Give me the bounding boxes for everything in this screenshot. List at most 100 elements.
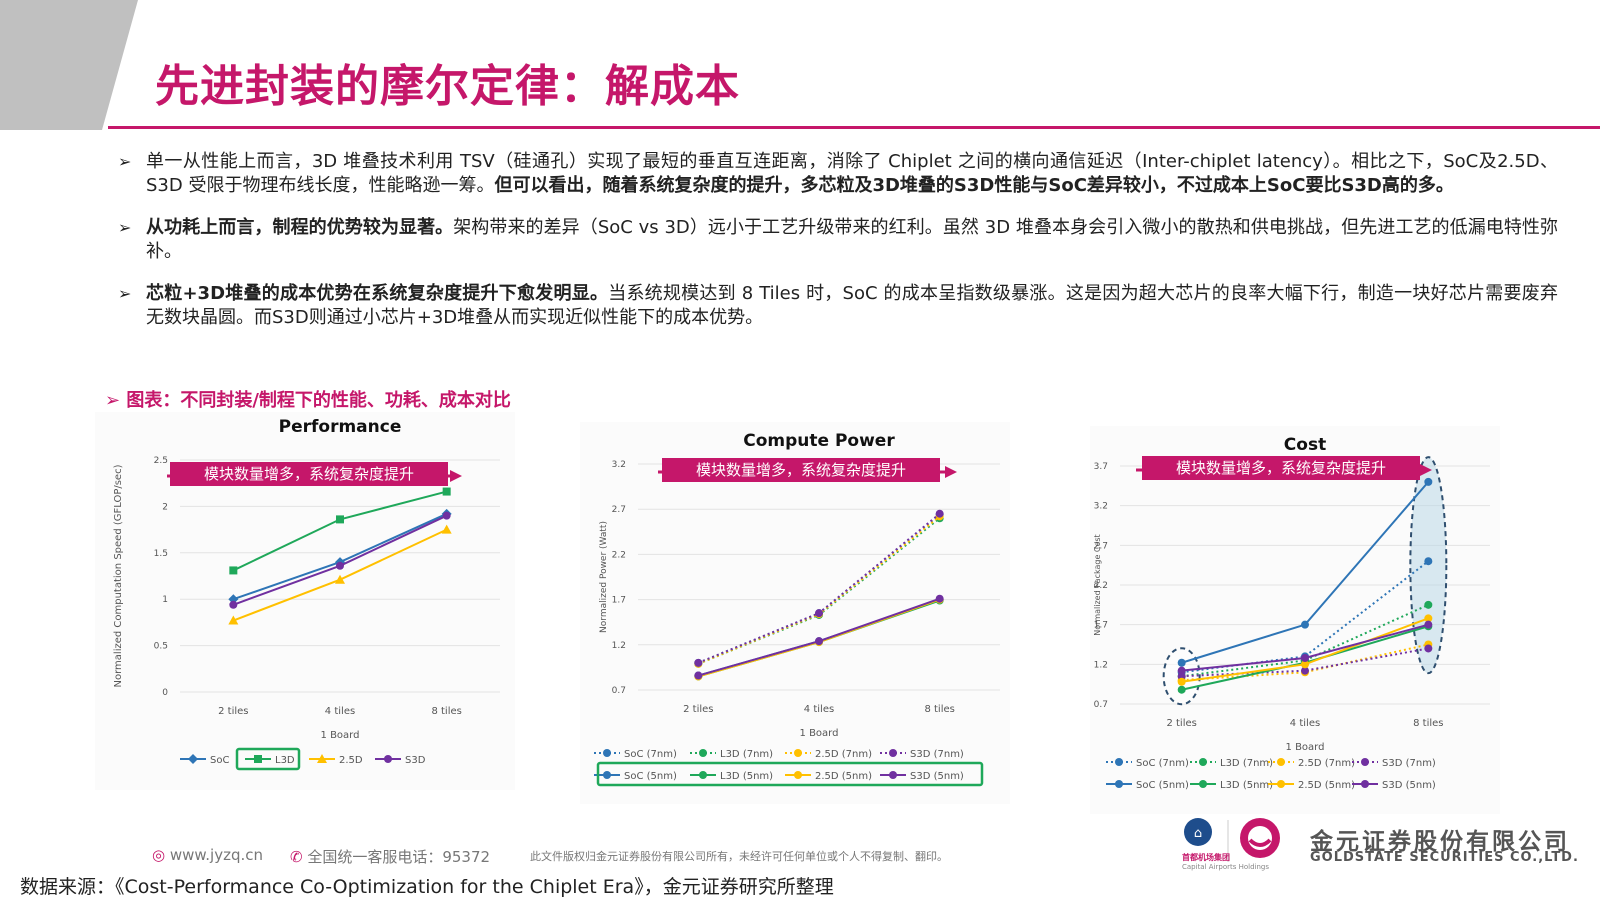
legend-label: S3D <box>405 755 426 766</box>
annotation-label: 模块数量增多，系统复杂度提升 <box>1176 459 1386 477</box>
y-tick-label: 1 <box>162 595 168 605</box>
legend-label: L3D (7nm) <box>1220 758 1273 769</box>
y-tick-label: 2.7 <box>612 505 626 515</box>
annotation-arrow-head-icon <box>450 470 462 482</box>
company-name-cn: 金元证券股份有限公司 <box>1310 829 1570 855</box>
data-point <box>694 658 703 667</box>
bullet-item: ➢ 单一从性能上而言，3D 堆叠技术利用 TSV（硅通孔）实现了最短的垂直互连距… <box>118 150 1558 198</box>
company-name-en: GOLDSTATE SECURITIES CO.,LTD. <box>1310 850 1579 865</box>
legend-marker <box>317 754 327 763</box>
data-point <box>336 515 344 524</box>
legend-marker <box>1115 758 1123 766</box>
annotation-arrow-head-icon <box>945 466 957 478</box>
bullet-bold-text: 芯粒+3D堆叠的成本优势在系统复杂度提升下愈发明显。 <box>146 283 609 304</box>
series-line <box>233 512 448 601</box>
figure-caption-text: 图表：不同封装/制程下的性能、功耗、成本对比 <box>126 390 511 411</box>
chart2-svg: Cost 0.7 1.2 1.7 2.2 2.7 3.2 3.7 2 tiles 4 tiles 8… <box>1093 435 1490 791</box>
legend-marker <box>1199 780 1207 788</box>
legend-label: SoC (5nm) <box>1136 780 1189 791</box>
globe-icon: ◎ <box>152 846 170 864</box>
chart-title: Cost <box>1284 435 1326 455</box>
footer-site[interactable]: ◎ www.jyzq.cn <box>152 846 263 864</box>
legend-marker <box>188 754 198 764</box>
caption-arrow-icon: ➢ <box>105 390 127 411</box>
compute-power-chart: Compute Power 0.7 1.2 1.7 2.2 2.7 3.2 2 tiles 4 … <box>580 422 1010 804</box>
bullet-item: ➢ 从功耗上而言，制程的优势较为显著。架构带来的差异（SoC vs 3D）远小于… <box>118 216 1558 264</box>
x-tick-label: 4 tiles <box>1290 718 1320 729</box>
data-point <box>1424 614 1433 623</box>
legend-label: SoC (5nm) <box>624 771 677 782</box>
data-point <box>442 511 451 520</box>
y-tick-label: 1.7 <box>612 596 626 606</box>
legend-highlight-box <box>235 747 301 771</box>
data-point <box>1177 677 1186 686</box>
data-point <box>442 487 451 496</box>
airport-group-en: Capital Airports Holdings <box>1182 863 1270 871</box>
footer-copyright: 此文件版权归金元证券股份有限公司所有，未经许可任何单位或个人不得复制、翻印。 <box>530 850 948 863</box>
data-point <box>935 509 944 518</box>
legend-label: 2.5D <box>339 755 363 766</box>
legend-label: S3D (7nm) <box>1382 758 1436 769</box>
data-point <box>229 566 238 575</box>
legend-label: L3D (7nm) <box>720 749 773 760</box>
bullet-list: ➢ 单一从性能上而言，3D 堆叠技术利用 TSV（硅通孔）实现了最短的垂直互连距… <box>118 150 1558 348</box>
data-point <box>815 637 823 646</box>
y-tick-label: 1.7 <box>1094 621 1108 631</box>
y-tick-label: 3.7 <box>1094 462 1108 472</box>
legend-marker <box>384 755 392 763</box>
bullet-plain-text: 当系统规模达到 8 Tiles 时，SoC 的成本呈指数级暴涨。这是因为超大芯片… <box>146 283 1558 328</box>
data-point <box>1424 620 1433 629</box>
series-line <box>1181 647 1429 678</box>
legend-marker <box>1277 780 1285 788</box>
y-tick-label: 2.5 <box>154 456 168 466</box>
legend-label: S3D (5nm) <box>1382 780 1436 791</box>
data-point <box>1301 653 1309 662</box>
data-point <box>935 594 944 603</box>
data-point <box>1177 672 1186 681</box>
data-point <box>1301 660 1309 669</box>
legend-marker <box>1199 758 1207 766</box>
legend-label: 2.5D (7nm) <box>815 749 872 760</box>
legend-label: L3D (5nm) <box>720 771 773 782</box>
data-point <box>229 600 238 609</box>
legend-label: SoC (7nm) <box>624 749 677 760</box>
legend-label: 2.5D (5nm) <box>1298 780 1355 791</box>
airport-group-name: 首都机场集团 Capital Airports Holdings <box>1182 852 1269 871</box>
annotation-box <box>170 462 448 486</box>
data-point <box>1424 557 1433 566</box>
annotation-label: 模块数量增多，系统复杂度提升 <box>696 461 906 479</box>
legend-marker <box>889 771 897 779</box>
y-tick-label: 3.2 <box>612 460 626 470</box>
legend-label: 2.5D (5nm) <box>815 771 872 782</box>
y-tick-label: 0.7 <box>1094 700 1108 710</box>
chart-title: Performance <box>279 417 402 437</box>
legend-marker <box>889 749 897 757</box>
legend-marker <box>1277 758 1285 766</box>
bullet-bold-text: 从功耗上而言，制程的优势较为显著。 <box>146 217 454 238</box>
data-point <box>336 561 344 570</box>
bullet-item: ➢ 芯粒+3D堆叠的成本优势在系统复杂度提升下愈发明显。当系统规模达到 8 Ti… <box>118 282 1558 330</box>
figure-caption: ➢ 图表：不同封装/制程下的性能、功耗、成本对比 <box>105 386 511 412</box>
y-axis-label: Normalized Power (Watt) <box>599 521 609 633</box>
x-tick-label: 8 tiles <box>431 706 461 717</box>
footer-site-text: www.jyzq.cn <box>169 846 264 864</box>
legend-marker <box>254 755 262 763</box>
bullet-plain-text: 单一从性能上而言，3D 堆叠技术利用 TSV（硅通孔）实现了最短的垂直互连距离，… <box>146 151 1558 196</box>
y-tick-label: 0 <box>162 688 168 698</box>
bullet-arrow-icon: ➢ <box>118 218 132 237</box>
y-axis-label: Normalized Package Cost <box>1093 534 1102 635</box>
bullet-arrow-icon: ➢ <box>118 284 132 303</box>
x-axis-label: 1 Board <box>800 728 839 739</box>
data-point <box>1177 666 1186 675</box>
annotation-arrow-head-icon <box>1420 464 1432 476</box>
y-tick-label: 1.5 <box>154 549 168 559</box>
cost-chart: Cost 0.7 1.2 1.7 2.2 2.7 3.2 3.7 2 tiles 4 tiles 8… <box>1090 426 1500 814</box>
legend-label: S3D (5nm) <box>910 771 964 782</box>
company-logo: ⌂ <box>1184 818 1280 862</box>
legend-marker <box>794 771 802 779</box>
x-tick-label: 8 tiles <box>924 704 954 715</box>
x-axis-label: 1 Board <box>321 730 360 741</box>
legend-label: L3D (5nm) <box>1220 780 1273 791</box>
y-tick-label: 0.7 <box>612 686 626 696</box>
data-source: 数据来源：《Cost-Performance Co-Optimization f… <box>20 876 834 898</box>
